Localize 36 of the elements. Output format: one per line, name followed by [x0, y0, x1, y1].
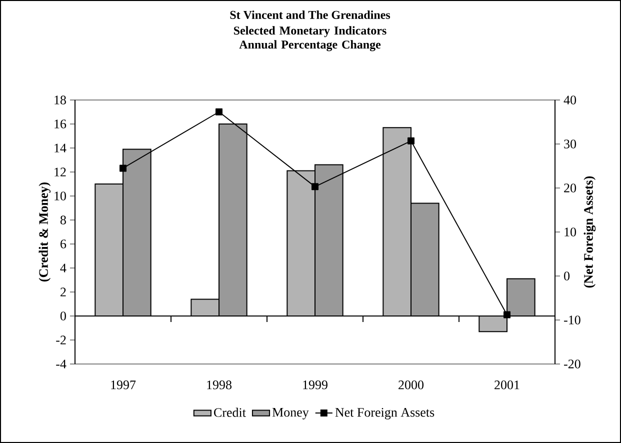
y2-tick-label: 0: [564, 272, 570, 280]
x-tick-label: 1998: [207, 380, 232, 390]
y2-tick-label: 40: [564, 96, 576, 104]
x-tick-label: 1999: [303, 380, 328, 390]
y-tick-label: 14: [54, 144, 66, 152]
point: [216, 108, 223, 116]
point: [312, 183, 319, 190]
y-tick-label: 2: [60, 288, 66, 296]
y-tick-label: 12: [54, 168, 66, 176]
y-tick-label: -2: [56, 336, 66, 344]
x-tick-label: 1997: [111, 380, 136, 390]
chart-title: St Vincent and The Grenadines: [230, 10, 390, 20]
x-tick-label: 2001: [494, 380, 520, 390]
y-axis-title: (Credit & Money): [38, 182, 51, 282]
legend-label: Money: [272, 408, 309, 420]
y-tick-label: 8: [60, 216, 66, 224]
y-tick-label: 6: [60, 240, 66, 248]
y2-tick-label: -20: [564, 360, 580, 368]
y-tick-label: 16: [54, 120, 66, 128]
y-tick-label: 10: [54, 192, 66, 200]
y-tick-label: 4: [60, 264, 66, 272]
y2-tick-label: 30: [564, 140, 576, 148]
y2-tick-label: 20: [564, 184, 576, 192]
chart-subtitle: Selected Monetary Indicators Annual Percentage Change: [234, 26, 386, 52]
legend-label: Credit: [214, 408, 246, 417]
point: [408, 137, 414, 144]
legend-label: Net Foreign Assets: [335, 408, 434, 420]
y2-tick-label: 10: [564, 228, 576, 236]
y-tick-label: -4: [56, 360, 66, 368]
y2-tick-label: -10: [564, 316, 580, 324]
x-tick-label: 2000: [398, 380, 424, 390]
y2-axis-title: (Net Foreign Assets): [584, 176, 596, 288]
y-tick-label: 18: [54, 96, 66, 104]
y-tick-label: 0: [60, 312, 66, 320]
point: [120, 164, 127, 172]
point: [504, 311, 510, 318]
